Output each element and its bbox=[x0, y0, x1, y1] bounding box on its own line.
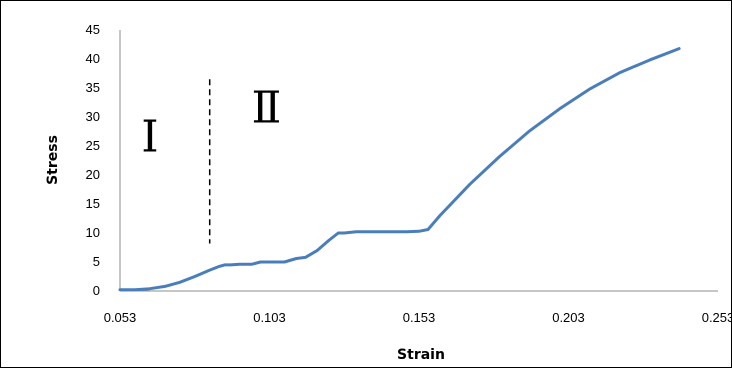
x-tick-label: 0.253 bbox=[702, 310, 732, 325]
y-axis-title: Stress bbox=[45, 135, 61, 185]
y-tick-label: 20 bbox=[86, 167, 100, 182]
series-line bbox=[118, 47, 681, 292]
tick-labels: 0 5 10 15 20 25 30 35 40 45 0.053 0.103 0.153 0.203 0.… bbox=[86, 22, 732, 325]
annotations: ⅠⅡ bbox=[141, 79, 282, 244]
axes bbox=[119, 30, 718, 292]
x-axis-title: Strain bbox=[397, 347, 445, 363]
x-tick-label: 0.053 bbox=[104, 310, 137, 325]
x-tick-label: 0.153 bbox=[403, 310, 436, 325]
y-tick-label: 0 bbox=[93, 283, 100, 298]
region-label: Ⅰ bbox=[141, 112, 158, 163]
y-tick-label: 25 bbox=[86, 138, 100, 153]
x-tick-label: 0.203 bbox=[552, 310, 585, 325]
y-tick-label: 5 bbox=[93, 254, 100, 269]
y-tick-label: 15 bbox=[86, 196, 100, 211]
y-tick-label: 10 bbox=[86, 225, 100, 240]
y-tick-label: 30 bbox=[86, 109, 100, 124]
x-tick-label: 0.103 bbox=[253, 310, 286, 325]
y-tick-label: 40 bbox=[86, 51, 100, 66]
y-tick-label: 45 bbox=[86, 22, 100, 37]
region-label: Ⅱ bbox=[252, 83, 282, 134]
y-tick-label: 35 bbox=[86, 80, 100, 95]
